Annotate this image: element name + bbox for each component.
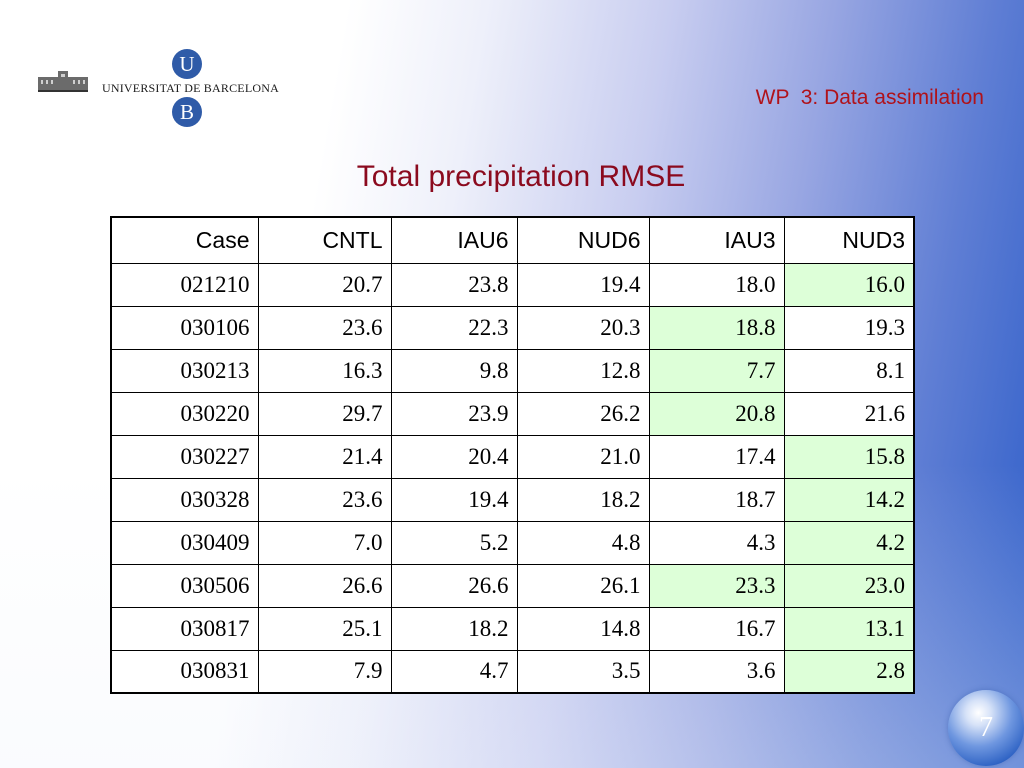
table-header-row: Case CNTL IAU6 NUD6 IAU3 NUD3 (110, 216, 915, 264)
value-cell: 23.6 (257, 477, 392, 522)
value-cell: 26.2 (516, 391, 650, 436)
value-cell: 18.8 (648, 305, 785, 350)
table-row: 030409 7.0 5.2 4.8 4.3 4.2 (110, 520, 915, 565)
column-header: CNTL (257, 216, 392, 264)
value-cell: 21.4 (257, 434, 392, 479)
value-cell: 15.8 (783, 434, 915, 479)
table-row: 030328 23.6 19.4 18.2 18.7 14.2 (110, 477, 915, 522)
value-cell: 4.2 (783, 520, 915, 565)
value-cell: 18.7 (648, 477, 785, 522)
value-cell: 18.2 (516, 477, 650, 522)
value-cell: 5.2 (390, 520, 518, 565)
value-cell: 18.0 (648, 262, 785, 307)
value-cell: 18.2 (390, 606, 518, 651)
value-cell: 21.6 (783, 391, 915, 436)
value-cell: 3.6 (648, 649, 785, 694)
logo-b-circle: B (172, 97, 202, 127)
case-cell: 030328 (110, 477, 259, 522)
value-cell: 7.9 (257, 649, 392, 694)
value-cell: 22.3 (390, 305, 518, 350)
page-number-badge: 7 (948, 690, 1024, 766)
case-cell: 030831 (110, 649, 259, 694)
table-row: 030213 16.3 9.8 12.8 7.7 8.1 (110, 348, 915, 393)
table-row: 030831 7.9 4.7 3.5 3.6 2.8 (110, 649, 915, 694)
building-icon (38, 71, 88, 92)
value-cell: 20.7 (257, 262, 392, 307)
section-label: WP 3: Data assimilation (755, 86, 984, 109)
case-cell: 030227 (110, 434, 259, 479)
value-cell: 19.3 (783, 305, 915, 350)
column-header: Case (110, 216, 259, 264)
value-cell: 25.1 (257, 606, 392, 651)
value-cell: 4.3 (648, 520, 785, 565)
column-header: NUD6 (516, 216, 650, 264)
value-cell: 19.4 (516, 262, 650, 307)
value-cell: 17.4 (648, 434, 785, 479)
value-cell: 2.8 (783, 649, 915, 694)
table-row: 030817 25.1 18.2 14.8 16.7 13.1 (110, 606, 915, 651)
case-cell: 030506 (110, 563, 259, 608)
value-cell: 4.7 (390, 649, 518, 694)
value-cell: 12.8 (516, 348, 650, 393)
case-cell: 030106 (110, 305, 259, 350)
value-cell: 16.7 (648, 606, 785, 651)
value-cell: 8.1 (783, 348, 915, 393)
value-cell: 7.7 (648, 348, 785, 393)
value-cell: 26.6 (257, 563, 392, 608)
table-body: 021210 20.7 23.8 19.4 18.0 16.0 030106 23.6 22.3… (110, 262, 915, 694)
table-row: 030106 23.6 22.3 20.3 18.8 19.3 (110, 305, 915, 350)
value-cell: 23.3 (648, 563, 785, 608)
column-header: NUD3 (783, 216, 915, 264)
value-cell: 23.6 (257, 305, 392, 350)
value-cell: 14.2 (783, 477, 915, 522)
table-row: 021210 20.7 23.8 19.4 18.0 16.0 (110, 262, 915, 307)
value-cell: 3.5 (516, 649, 650, 694)
value-cell: 9.8 (390, 348, 518, 393)
value-cell: 14.8 (516, 606, 650, 651)
value-cell: 26.1 (516, 563, 650, 608)
rmse-table: Case CNTL IAU6 NUD6 IAU3 NUD3 021210 20.7… (110, 216, 915, 694)
value-cell: 7.0 (257, 520, 392, 565)
value-cell: 20.3 (516, 305, 650, 350)
slide-title: Total precipitation RMSE (356, 160, 686, 193)
value-cell: 13.1 (783, 606, 915, 651)
value-cell: 4.8 (516, 520, 650, 565)
column-header: IAU3 (648, 216, 785, 264)
value-cell: 26.6 (390, 563, 518, 608)
value-cell: 20.4 (390, 434, 518, 479)
value-cell: 23.0 (783, 563, 915, 608)
logo-u-circle: U (172, 49, 202, 79)
column-header: IAU6 (390, 216, 518, 264)
case-cell: 030220 (110, 391, 259, 436)
value-cell: 19.4 (390, 477, 518, 522)
table-row: 030506 26.6 26.6 26.1 23.3 23.0 (110, 563, 915, 608)
case-cell: 030817 (110, 606, 259, 651)
university-logo: U UNIVERSITAT DE BARCELONA B (38, 45, 279, 130)
value-cell: 21.0 (516, 434, 650, 479)
value-cell: 29.7 (257, 391, 392, 436)
value-cell: 20.8 (648, 391, 785, 436)
table-row: 030227 21.4 20.4 21.0 17.4 15.8 (110, 434, 915, 479)
case-cell: 030213 (110, 348, 259, 393)
value-cell: 16.3 (257, 348, 392, 393)
value-cell: 16.0 (783, 262, 915, 307)
case-cell: 021210 (110, 262, 259, 307)
value-cell: 23.9 (390, 391, 518, 436)
case-cell: 030409 (110, 520, 259, 565)
value-cell: 23.8 (390, 262, 518, 307)
logo-name: UNIVERSITAT DE BARCELONA (102, 81, 279, 95)
table-row: 030220 29.7 23.9 26.2 20.8 21.6 (110, 391, 915, 436)
